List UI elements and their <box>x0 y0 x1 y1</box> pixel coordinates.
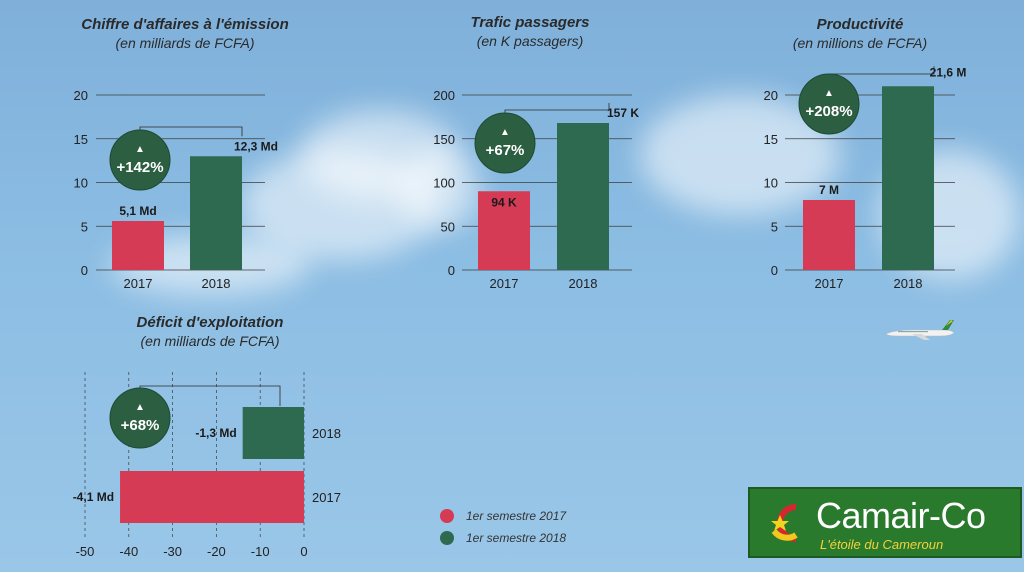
legend-item: 1er semestre 2017 <box>440 505 566 527</box>
chart-subtitle: (en milliards de FCFA) <box>115 35 255 51</box>
data-label: 12,3 Md <box>234 139 278 153</box>
y-tick-label: 10 <box>764 176 778 191</box>
chart-subtitle: (en milliards de FCFA) <box>140 333 280 349</box>
data-label: -4,1 Md <box>73 490 114 504</box>
y-tick-label: 0 <box>81 263 88 278</box>
y-tick-label: 100 <box>433 176 455 191</box>
x-tick-label: -30 <box>163 544 182 559</box>
y-tick-label: 2018 <box>312 426 341 441</box>
chart-title-revenue: Chiffre d'affaires à l'émission (en mill… <box>40 16 330 51</box>
growth-arrow-icon: ▲ <box>500 127 510 138</box>
growth-badge <box>474 112 536 174</box>
data-label: 21,6 M <box>930 65 967 79</box>
growth-badge <box>109 387 171 449</box>
chart-title: Trafic passagers <box>470 14 590 31</box>
x-tick-label: 2017 <box>490 276 519 291</box>
x-tick-label: -40 <box>119 544 138 559</box>
x-tick-label: 2017 <box>124 276 153 291</box>
x-tick-label: 0 <box>300 544 307 559</box>
cloud <box>400 150 480 230</box>
chart-title-deficit: Déficit d'exploitation (en milliards de … <box>100 314 320 349</box>
x-tick-label: -10 <box>251 544 270 559</box>
y-tick-label: 10 <box>74 176 88 191</box>
chart-title-traffic: Trafic passagers (en K passagers) <box>420 14 640 49</box>
x-tick-label: -20 <box>207 544 226 559</box>
y-tick-label: 20 <box>74 88 88 103</box>
growth-label: +208% <box>805 103 852 120</box>
data-label: 5,1 Md <box>119 204 156 218</box>
bar-2018 <box>882 86 934 270</box>
y-tick-label: 5 <box>771 219 778 234</box>
y-tick-label: 5 <box>81 219 88 234</box>
y-tick-label: 150 <box>433 132 455 147</box>
growth-bracket <box>139 126 243 137</box>
y-tick-label: 200 <box>433 88 455 103</box>
bar-2017 <box>803 200 855 270</box>
growth-arrow-icon: ▲ <box>135 144 145 155</box>
logo-tagline: L'étoile du Cameroun <box>820 537 944 552</box>
growth-bracket <box>829 66 935 75</box>
legend-swatch <box>440 509 454 523</box>
camair-co-logo: Camair-Co L'étoile du Cameroun <box>748 487 1022 558</box>
y-tick-label: 0 <box>771 263 778 278</box>
chart-title: Productivité <box>816 16 904 33</box>
y-tick-label: 50 <box>441 219 455 234</box>
bar-2018 <box>190 156 242 270</box>
x-tick-label: 2018 <box>569 276 598 291</box>
star-emblem-icon <box>771 504 798 542</box>
legend: 1er semestre 2017 1er semestre 2018 <box>440 505 566 549</box>
growth-bracket <box>504 103 610 113</box>
y-tick-label: 20 <box>764 88 778 103</box>
legend-label: 1er semestre 2018 <box>466 531 567 545</box>
chart-subtitle: (en millions de FCFA) <box>792 35 928 51</box>
growth-label: +68% <box>121 417 160 434</box>
x-tick-label: 2018 <box>202 276 231 291</box>
chart-title: Chiffre d'affaires à l'émission <box>81 16 289 33</box>
data-label: 94 K <box>491 195 517 209</box>
bar-2017 <box>112 221 164 270</box>
chart-title-productivity: Productivité (en millions de FCFA) <box>760 16 960 51</box>
y-tick-label: 15 <box>74 132 88 147</box>
bar-2017 <box>478 191 530 270</box>
y-tick-label: 2017 <box>312 490 341 505</box>
chart-title: Déficit d'exploitation <box>136 314 284 331</box>
bar-2018 <box>557 123 609 270</box>
y-tick-label: 0 <box>448 263 455 278</box>
growth-label: +67% <box>486 142 525 159</box>
legend-swatch <box>440 531 454 545</box>
bar-2017 <box>120 471 304 523</box>
legend-label: 1er semestre 2017 <box>466 509 567 523</box>
chart-subtitle: (en K passagers) <box>476 33 584 49</box>
airplane-icon <box>885 320 955 340</box>
growth-label: +142% <box>116 159 163 176</box>
data-label: -1,3 Md <box>195 426 236 440</box>
legend-item: 1er semestre 2018 <box>440 527 566 549</box>
x-tick-label: -50 <box>76 544 95 559</box>
logo-name: Camair-Co <box>816 495 986 536</box>
growth-badge <box>109 129 171 191</box>
bar-2018 <box>242 407 304 459</box>
growth-arrow-icon: ▲ <box>824 88 834 99</box>
x-tick-label: 2017 <box>815 276 844 291</box>
x-tick-label: 2018 <box>894 276 923 291</box>
growth-badge <box>798 73 860 135</box>
data-label: 157 K <box>607 106 639 120</box>
growth-arrow-icon: ▲ <box>135 402 145 413</box>
y-tick-label: 15 <box>764 132 778 147</box>
data-label: 7 M <box>819 183 839 197</box>
